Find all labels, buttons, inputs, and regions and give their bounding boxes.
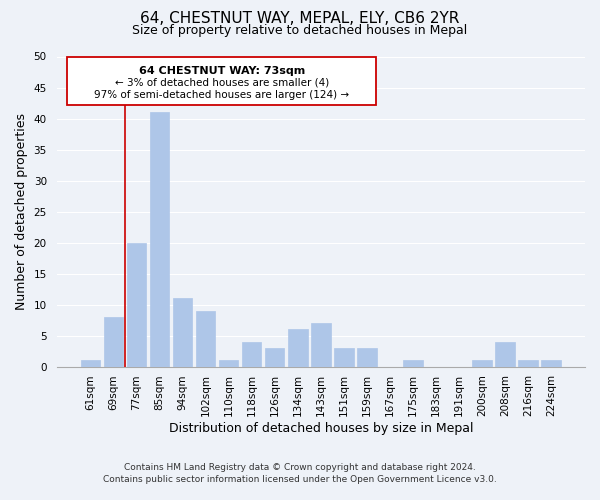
- Bar: [67, 56, 376, 104]
- Text: Contains public sector information licensed under the Open Government Licence v3: Contains public sector information licen…: [103, 475, 497, 484]
- Bar: [127, 242, 146, 366]
- Text: 64 CHESTNUT WAY: 73sqm: 64 CHESTNUT WAY: 73sqm: [139, 66, 305, 76]
- Text: 97% of semi-detached houses are larger (124) →: 97% of semi-detached houses are larger (…: [94, 90, 349, 100]
- X-axis label: Distribution of detached houses by size in Mepal: Distribution of detached houses by size …: [169, 422, 473, 435]
- Bar: [149, 112, 169, 366]
- Bar: [311, 324, 331, 366]
- Bar: [496, 342, 515, 366]
- Bar: [104, 317, 123, 366]
- Bar: [403, 360, 423, 366]
- Text: Contains HM Land Registry data © Crown copyright and database right 2024.: Contains HM Land Registry data © Crown c…: [124, 464, 476, 472]
- Text: Size of property relative to detached houses in Mepal: Size of property relative to detached ho…: [133, 24, 467, 37]
- Bar: [288, 330, 308, 366]
- Bar: [334, 348, 353, 366]
- Text: ← 3% of detached houses are smaller (4): ← 3% of detached houses are smaller (4): [115, 78, 329, 88]
- Bar: [242, 342, 262, 366]
- Bar: [173, 298, 193, 366]
- Bar: [357, 348, 377, 366]
- Bar: [80, 360, 100, 366]
- Y-axis label: Number of detached properties: Number of detached properties: [15, 113, 28, 310]
- Bar: [219, 360, 238, 366]
- Bar: [196, 311, 215, 366]
- Bar: [265, 348, 284, 366]
- Text: 64, CHESTNUT WAY, MEPAL, ELY, CB6 2YR: 64, CHESTNUT WAY, MEPAL, ELY, CB6 2YR: [140, 11, 460, 26]
- Bar: [518, 360, 538, 366]
- Bar: [472, 360, 492, 366]
- Bar: [541, 360, 561, 366]
